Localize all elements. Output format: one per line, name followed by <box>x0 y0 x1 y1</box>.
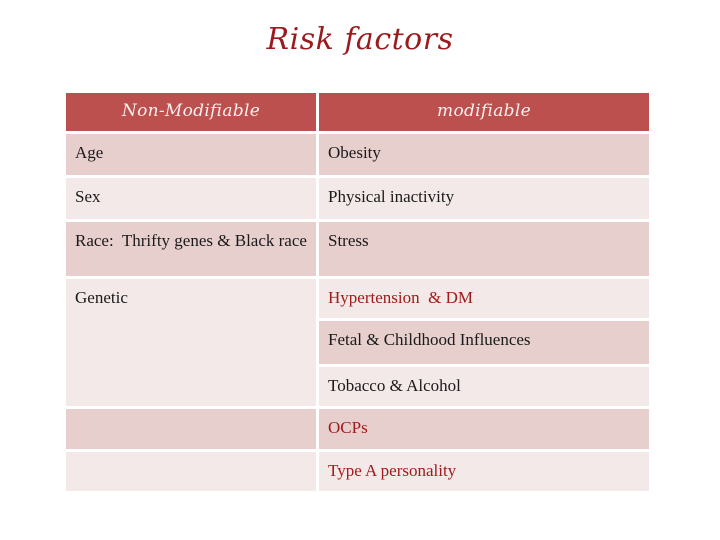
column-header-non-modifiable: Non-Modifiable <box>66 93 316 131</box>
table-cell-physical-inactivity: Physical inactivity <box>319 178 649 219</box>
table-cell-genetic: Genetic <box>66 279 316 406</box>
table-cell-empty-1 <box>66 409 316 449</box>
table-cell-age: Age <box>66 134 316 175</box>
table-cell-race: Race: Thrifty genes & Black race <box>66 222 316 276</box>
table-cell-sex: Sex <box>66 178 316 219</box>
table-cell-tobacco-alcohol: Tobacco & Alcohol <box>319 367 649 406</box>
table-cell-ocps: OCPs <box>319 409 649 449</box>
table-cell-empty-2 <box>66 452 316 491</box>
page-title: Risk factors <box>266 22 454 57</box>
risk-factors-table: Non-Modifiable modifiable Age Sex Race: … <box>66 93 649 491</box>
table-cell-hypertension-dm: Hypertension & DM <box>319 279 649 318</box>
table-cell-obesity: Obesity <box>319 134 649 175</box>
table-cell-fetal-childhood-influences: Fetal & Childhood Influences <box>319 321 649 364</box>
table-cell-type-a-personality: Type A personality <box>319 452 649 491</box>
column-header-modifiable: modifiable <box>319 93 649 131</box>
table-cell-stress: Stress <box>319 222 649 276</box>
